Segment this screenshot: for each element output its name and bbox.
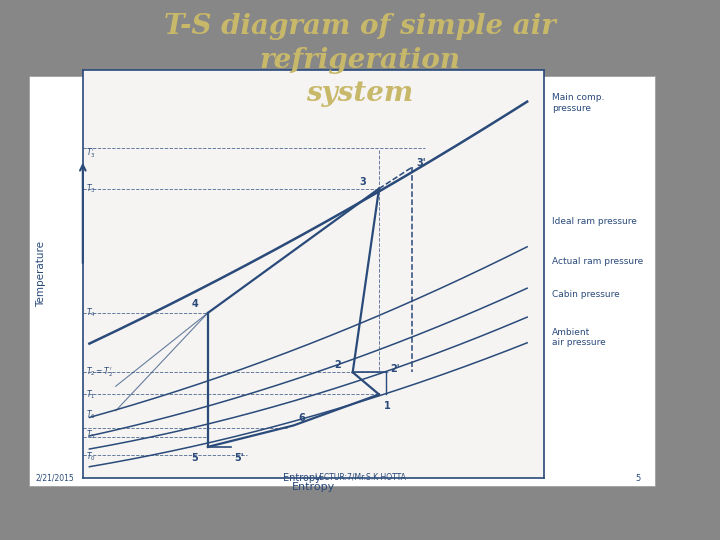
Text: Actual ram pressure: Actual ram pressure bbox=[552, 258, 644, 266]
Text: $T_2=T_2'$: $T_2=T_2'$ bbox=[86, 366, 113, 379]
Text: T-S diagram of simple air
refrigeration
system: T-S diagram of simple air refrigeration … bbox=[164, 14, 556, 107]
Text: 5: 5 bbox=[636, 474, 641, 483]
Text: 2/21/2015: 2/21/2015 bbox=[36, 474, 75, 483]
Text: $T_{6}$: $T_{6}$ bbox=[86, 408, 96, 421]
Text: 5: 5 bbox=[192, 454, 198, 463]
Text: $T_{1}$: $T_{1}$ bbox=[86, 388, 96, 401]
Text: 2': 2' bbox=[391, 364, 400, 374]
Text: Ideal ram pressure: Ideal ram pressure bbox=[552, 217, 637, 226]
Text: 3: 3 bbox=[360, 177, 366, 187]
Text: 3': 3' bbox=[416, 158, 426, 168]
Text: $T_{5}$: $T_{5}$ bbox=[86, 429, 96, 441]
Text: $T_{4}$: $T_{4}$ bbox=[86, 307, 96, 319]
Text: Temperature: Temperature bbox=[36, 241, 46, 307]
Text: 5': 5' bbox=[234, 454, 244, 463]
Text: Entropy: Entropy bbox=[284, 472, 321, 483]
Text: Ambient
air pressure: Ambient air pressure bbox=[552, 328, 606, 347]
Text: 2: 2 bbox=[335, 360, 341, 369]
X-axis label: Entropy: Entropy bbox=[292, 482, 335, 492]
Text: Cabin pressure: Cabin pressure bbox=[552, 290, 620, 299]
Text: 4: 4 bbox=[192, 299, 198, 309]
Text: $T_{0}$: $T_{0}$ bbox=[86, 450, 96, 463]
Text: $T_{3}' $: $T_{3}' $ bbox=[86, 147, 96, 160]
Text: Main comp.
pressure: Main comp. pressure bbox=[552, 93, 605, 112]
Text: 1: 1 bbox=[384, 401, 391, 411]
Text: 6: 6 bbox=[298, 413, 305, 423]
Text: LECTUR:7/Mr.S.K HOTTA: LECTUR:7/Mr.S.K HOTTA bbox=[315, 472, 405, 482]
Text: $T_{3}$: $T_{3}$ bbox=[86, 183, 96, 195]
